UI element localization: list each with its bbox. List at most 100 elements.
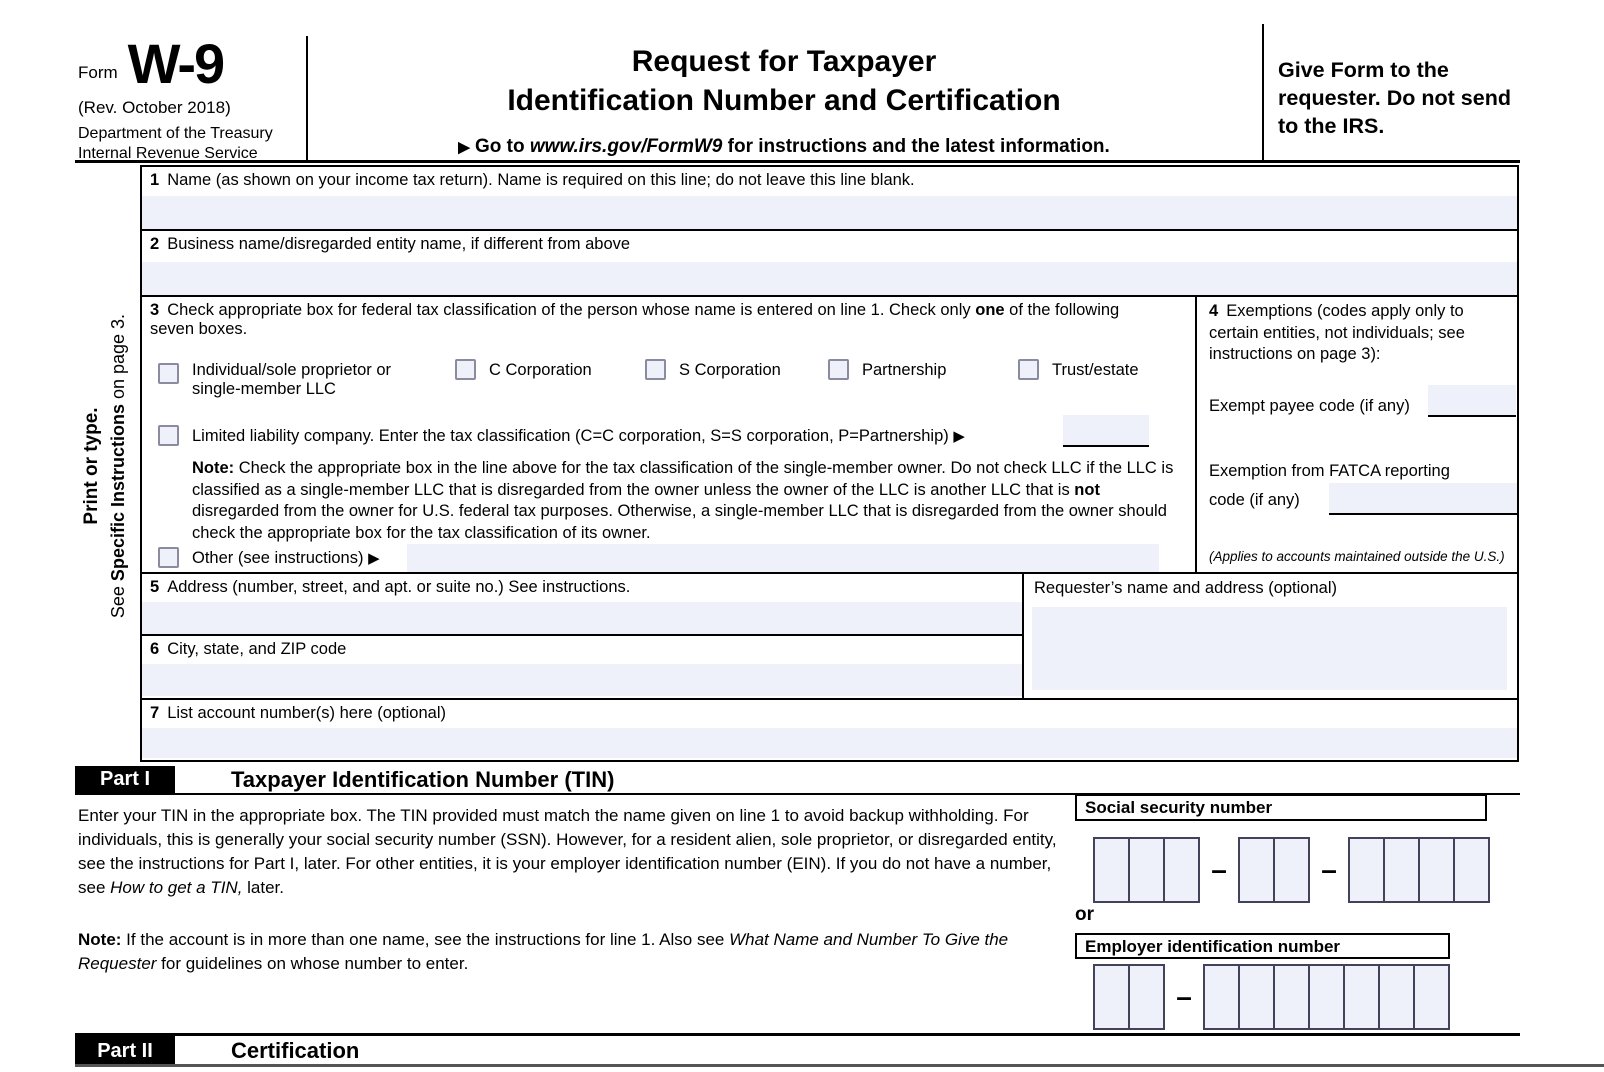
line2-number: 2 — [150, 235, 160, 253]
note-text-2: disregarded from the owner for U.S. fede… — [192, 502, 1167, 542]
ssn-cells-row: – – — [1093, 837, 1490, 903]
line7-row: 7 List account number(s) here (optional) — [142, 698, 1517, 760]
part1-header-bar: Part I Taxpayer Identification Number (T… — [75, 766, 1520, 795]
department-label: Department of the Treasury — [78, 125, 273, 142]
individual-label-line1: Individual/sole proprietor or — [192, 361, 392, 379]
ssn-digit-cell[interactable] — [1383, 837, 1420, 903]
part1-note-bold: Note: — [78, 930, 122, 949]
ssn-label-box: Social security number — [1075, 794, 1487, 821]
part1-chip: Part I — [75, 766, 175, 793]
note-bold-word: Note: — [192, 459, 235, 477]
ein-group-2 — [1203, 964, 1450, 1030]
ssn-dash-1: – — [1211, 854, 1227, 885]
irs-url-link[interactable]: www.irs.gov/FormW9 — [529, 136, 723, 157]
line5-row: 5 Address (number, street, and apt. or su… — [142, 574, 1022, 636]
fatca-code-input[interactable] — [1329, 483, 1517, 515]
line7-label: 7 List account number(s) here (optional) — [150, 704, 446, 723]
ein-dash: – — [1176, 981, 1192, 1012]
requester-input-field[interactable] — [1032, 607, 1507, 690]
line3-number: 3 — [150, 301, 160, 319]
line6-text: City, state, and ZIP code — [167, 640, 347, 658]
name-input-field[interactable] — [142, 196, 1517, 229]
ein-digit-cell[interactable] — [1238, 964, 1275, 1030]
checkbox-trust-estate[interactable] — [1018, 359, 1039, 380]
ssn-digit-cell[interactable] — [1128, 837, 1165, 903]
ssn-digit-cell[interactable] — [1093, 837, 1130, 903]
ein-digit-cell[interactable] — [1093, 964, 1130, 1030]
service-label: Internal Revenue Service — [78, 145, 258, 162]
llc-label: Limited liability company. Enter the tax… — [192, 427, 1192, 446]
ssn-digit-cell[interactable] — [1418, 837, 1455, 903]
part2-chip: Part II — [75, 1036, 175, 1066]
line3-text-post: of the following seven boxes. — [150, 301, 1120, 338]
ein-digit-cell[interactable] — [1343, 964, 1380, 1030]
line4-text: Exemptions (codes apply only to certain … — [1209, 302, 1465, 363]
line2-row: 2 Business name/disregarded entity name, … — [142, 229, 1517, 295]
checkbox-other[interactable] — [158, 547, 179, 568]
part1-text-2: later. — [242, 878, 285, 897]
goto-prefix: Go to — [469, 136, 530, 157]
city-state-zip-input-field[interactable] — [142, 664, 1022, 696]
on-page-3: on page 3. — [108, 313, 128, 405]
line3-text-bold: one — [975, 301, 1005, 319]
checkbox-individual-label: Individual/sole proprietor or single-mem… — [192, 361, 391, 399]
right-arrow-icon: ▶ — [458, 139, 470, 156]
fatca-label-line1: Exemption from FATCA reporting — [1209, 462, 1450, 480]
header-divider-left — [306, 36, 308, 162]
requester-label: Requester’s name and address (optional) — [1034, 579, 1337, 597]
form-word: Form — [78, 63, 118, 82]
checkbox-partnership[interactable] — [828, 359, 849, 380]
specific-instructions-bold: Specific Instructions — [108, 404, 128, 582]
ein-digit-cell[interactable] — [1128, 964, 1165, 1030]
ein-label-box: Employer identification number — [1075, 933, 1450, 959]
or-label: or — [1075, 904, 1094, 925]
checkbox-c-corporation[interactable] — [455, 359, 476, 380]
ssn-digit-cell[interactable] — [1273, 837, 1310, 903]
goto-instructions-line: ▶ Go to www.irs.gov/FormW9 for instructi… — [308, 136, 1260, 158]
ein-digit-cell[interactable] — [1203, 964, 1240, 1030]
checkbox-individual[interactable] — [158, 363, 179, 384]
note-bold-not: not — [1074, 480, 1100, 499]
ssn-digit-cell[interactable] — [1453, 837, 1490, 903]
line7-number: 7 — [150, 704, 160, 722]
business-name-input-field[interactable] — [142, 262, 1517, 295]
form-fields-box: 1 Name (as shown on your income tax retur… — [140, 165, 1519, 762]
part2-title: Certification — [231, 1038, 360, 1063]
exempt-payee-code-input[interactable] — [1428, 385, 1516, 417]
form-revision: (Rev. October 2018) — [78, 98, 231, 117]
form-identity-block: Form W-9 (Rev. October 2018) Department … — [78, 32, 298, 164]
print-or-type-label: Print or type. — [81, 407, 102, 525]
checkbox-llc[interactable] — [158, 425, 179, 446]
form-number: W-9 — [127, 32, 226, 95]
checkbox-c-corporation-label: C Corporation — [489, 361, 592, 379]
ssn-digit-cell[interactable] — [1348, 837, 1385, 903]
line4-label: 4 Exemptions (codes apply only to certain… — [1209, 301, 1505, 366]
ein-digit-cell[interactable] — [1413, 964, 1450, 1030]
llc-classification-input[interactable] — [1063, 415, 1149, 447]
other-input-field[interactable] — [407, 544, 1159, 572]
part1-note: Note: If the account is in more than one… — [78, 928, 1068, 976]
other-label: Other (see instructions) ▶ — [192, 549, 380, 568]
print-or-type-sidebar: Print or type. See Specific Instructions… — [78, 282, 136, 650]
ein-digit-cell[interactable] — [1273, 964, 1310, 1030]
ssn-digit-cell[interactable] — [1163, 837, 1200, 903]
ein-group-1 — [1093, 964, 1165, 1030]
account-numbers-input-field[interactable] — [142, 728, 1517, 758]
form-title-line2: Identification Number and Certification — [507, 84, 1061, 117]
see-instructions-label: See Specific Instructions on page 3. — [105, 282, 132, 650]
ssn-digit-cell[interactable] — [1238, 837, 1275, 903]
checkbox-trust-estate-label: Trust/estate — [1052, 361, 1139, 379]
ein-digit-cell[interactable] — [1308, 964, 1345, 1030]
line3-text-pre: Check appropriate box for federal tax cl… — [167, 301, 976, 319]
address-input-field[interactable] — [142, 602, 1022, 634]
applies-outside-us-note: (Applies to accounts maintained outside … — [1209, 549, 1505, 564]
ein-cells-row: – — [1093, 964, 1450, 1030]
line5-line6-row: 5 Address (number, street, and apt. or su… — [142, 572, 1517, 698]
checkbox-s-corporation[interactable] — [645, 359, 666, 380]
checkbox-s-corporation-label: S Corporation — [679, 361, 781, 379]
line1-row: 1 Name (as shown on your income tax retur… — [142, 167, 1517, 229]
ein-digit-cell[interactable] — [1378, 964, 1415, 1030]
line3-note: Note: Check the appropriate box in the l… — [192, 458, 1177, 544]
ssn-group-3 — [1348, 837, 1490, 903]
